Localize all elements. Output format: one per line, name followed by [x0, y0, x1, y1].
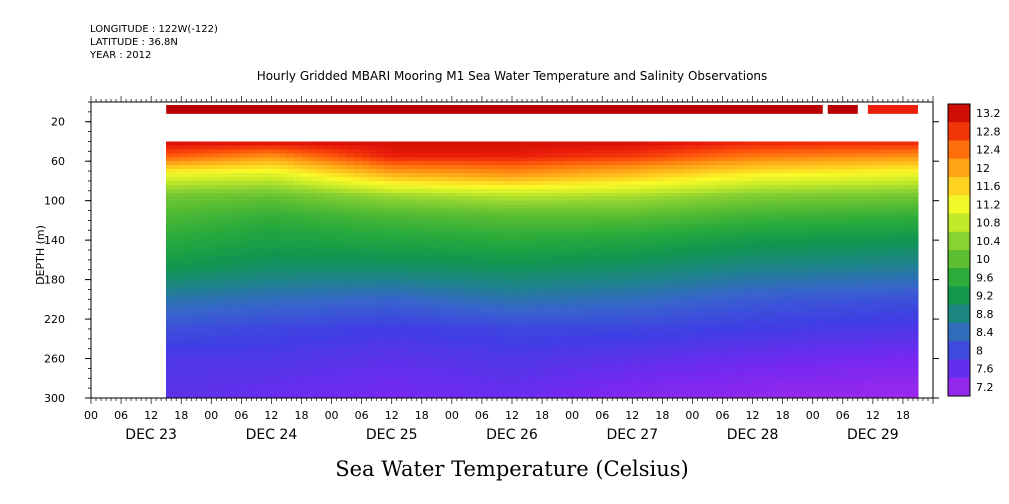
colorbar-label: 7.6: [976, 363, 994, 376]
x-hour-label: 00: [204, 409, 218, 422]
x-day-label: DEC 24: [246, 427, 298, 443]
colorbar-label: 10: [976, 253, 990, 266]
colorbar-label: 12.8: [976, 125, 1001, 138]
y-tick-label: 300: [44, 392, 65, 405]
y-tick-label: 180: [44, 274, 65, 287]
colorbar-swatch: [948, 304, 970, 324]
colorbar-swatch: [948, 377, 970, 397]
x-hour-label: 12: [264, 409, 278, 422]
y-tick-label: 260: [44, 353, 65, 366]
colorbar-swatch: [948, 359, 970, 379]
axes: 20 60 100 140 180 220 260 300 00 06 12 18 00 06 12 18 00…: [44, 96, 939, 443]
x-hour-label: 06: [355, 409, 369, 422]
colorbar-label: 9.6: [976, 271, 994, 284]
chart-title: Hourly Gridded MBARI Mooring M1 Sea Wate…: [257, 69, 768, 83]
colorbar-swatch: [948, 268, 970, 287]
x-hour-label: 06: [595, 409, 609, 422]
x-hour-label: 06: [114, 409, 128, 422]
colorbar-swatch: [948, 323, 970, 342]
colorbar-swatch: [948, 195, 970, 214]
x-hour-label: 18: [896, 409, 910, 422]
x-hour-label: 06: [836, 409, 850, 422]
colorbar-label: 11.2: [976, 198, 1001, 211]
x-hour-label: 00: [685, 409, 699, 422]
x-hour-label: 06: [716, 409, 730, 422]
x-hour-label: 18: [415, 409, 429, 422]
surface-band-segment: [166, 104, 823, 114]
surface-band-segment: [867, 104, 918, 114]
x-day-label: DEC 26: [486, 427, 538, 443]
x-hour-label: 00: [806, 409, 820, 422]
year-label: YEAR : 2012: [90, 50, 152, 61]
colorbar-label: 12.4: [976, 144, 1001, 157]
surface-band: [166, 104, 918, 114]
x-day-label: DEC 28: [727, 427, 779, 443]
colorbar-label: 8.4: [976, 326, 994, 339]
x-hour-label: 18: [295, 409, 309, 422]
temperature-field: [166, 141, 919, 399]
colorbar-label: 10.8: [976, 217, 1001, 230]
x-day-label: DEC 29: [847, 427, 899, 443]
colorbar-label: 8: [976, 344, 983, 357]
colorbar-swatch: [948, 122, 970, 141]
colorbar-swatch: [948, 104, 970, 123]
longitude-label: LONGITUDE : 122W(-122): [90, 24, 218, 35]
plot-area: [90, 101, 934, 399]
colorbar-swatch: [948, 231, 970, 251]
colorbar-swatch: [948, 213, 970, 233]
colorbar-label: 10.4: [976, 235, 1001, 248]
colorbar-swatch: [948, 177, 970, 196]
y-tick-label: 220: [44, 313, 65, 326]
y-tick-label: 60: [51, 155, 65, 168]
x-hour-label: 12: [385, 409, 399, 422]
x-hour-label: 00: [84, 409, 98, 422]
x-day-label: DEC 25: [366, 427, 418, 443]
x-hour-label: 18: [655, 409, 669, 422]
y-tick-label: 100: [44, 195, 65, 208]
y-axis-label: DEPTH (m): [34, 225, 47, 285]
colorbar-swatch: [948, 250, 970, 269]
x-hour-label: 00: [565, 409, 579, 422]
colorbar-swatch: [948, 286, 970, 306]
x-hour-label: 18: [174, 409, 188, 422]
x-hour-label: 06: [234, 409, 248, 422]
x-day-label: DEC 27: [606, 427, 658, 443]
colorbar: 13.2 12.8 12.4 12 11.6 11.2 10.8 10.4 10 9.6 9.2 8.…: [947, 103, 1001, 397]
colorbar-label: 11.6: [976, 180, 1001, 193]
x-hour-label: 12: [746, 409, 760, 422]
colorbar-label: 13.2: [976, 107, 1001, 120]
x-hour-label: 12: [144, 409, 158, 422]
x-hour-label: 18: [535, 409, 549, 422]
x-hour-label: 12: [866, 409, 880, 422]
x-hour-label: 00: [445, 409, 459, 422]
y-tick-label: 20: [51, 116, 65, 129]
colorbar-label: 7.2: [976, 381, 994, 394]
colorbar-label: 9.2: [976, 290, 994, 303]
x-day-label: DEC 23: [125, 427, 177, 443]
x-hour-label: 00: [325, 409, 339, 422]
bottom-title: Sea Water Temperature (Celsius): [335, 457, 689, 481]
x-hour-label: 06: [475, 409, 489, 422]
colorbar-swatch: [948, 158, 970, 178]
x-hour-label: 12: [505, 409, 519, 422]
colorbar-swatch: [948, 341, 970, 360]
x-hour-label: 18: [776, 409, 790, 422]
y-tick-label: 140: [44, 234, 65, 247]
colorbar-swatch: [948, 140, 970, 160]
colorbar-label: 8.8: [976, 308, 994, 321]
colorbar-label: 12: [976, 162, 990, 175]
surface-band-segment: [827, 104, 858, 114]
x-hour-label: 12: [625, 409, 639, 422]
latitude-label: LATITUDE : 36.8N: [90, 37, 178, 48]
